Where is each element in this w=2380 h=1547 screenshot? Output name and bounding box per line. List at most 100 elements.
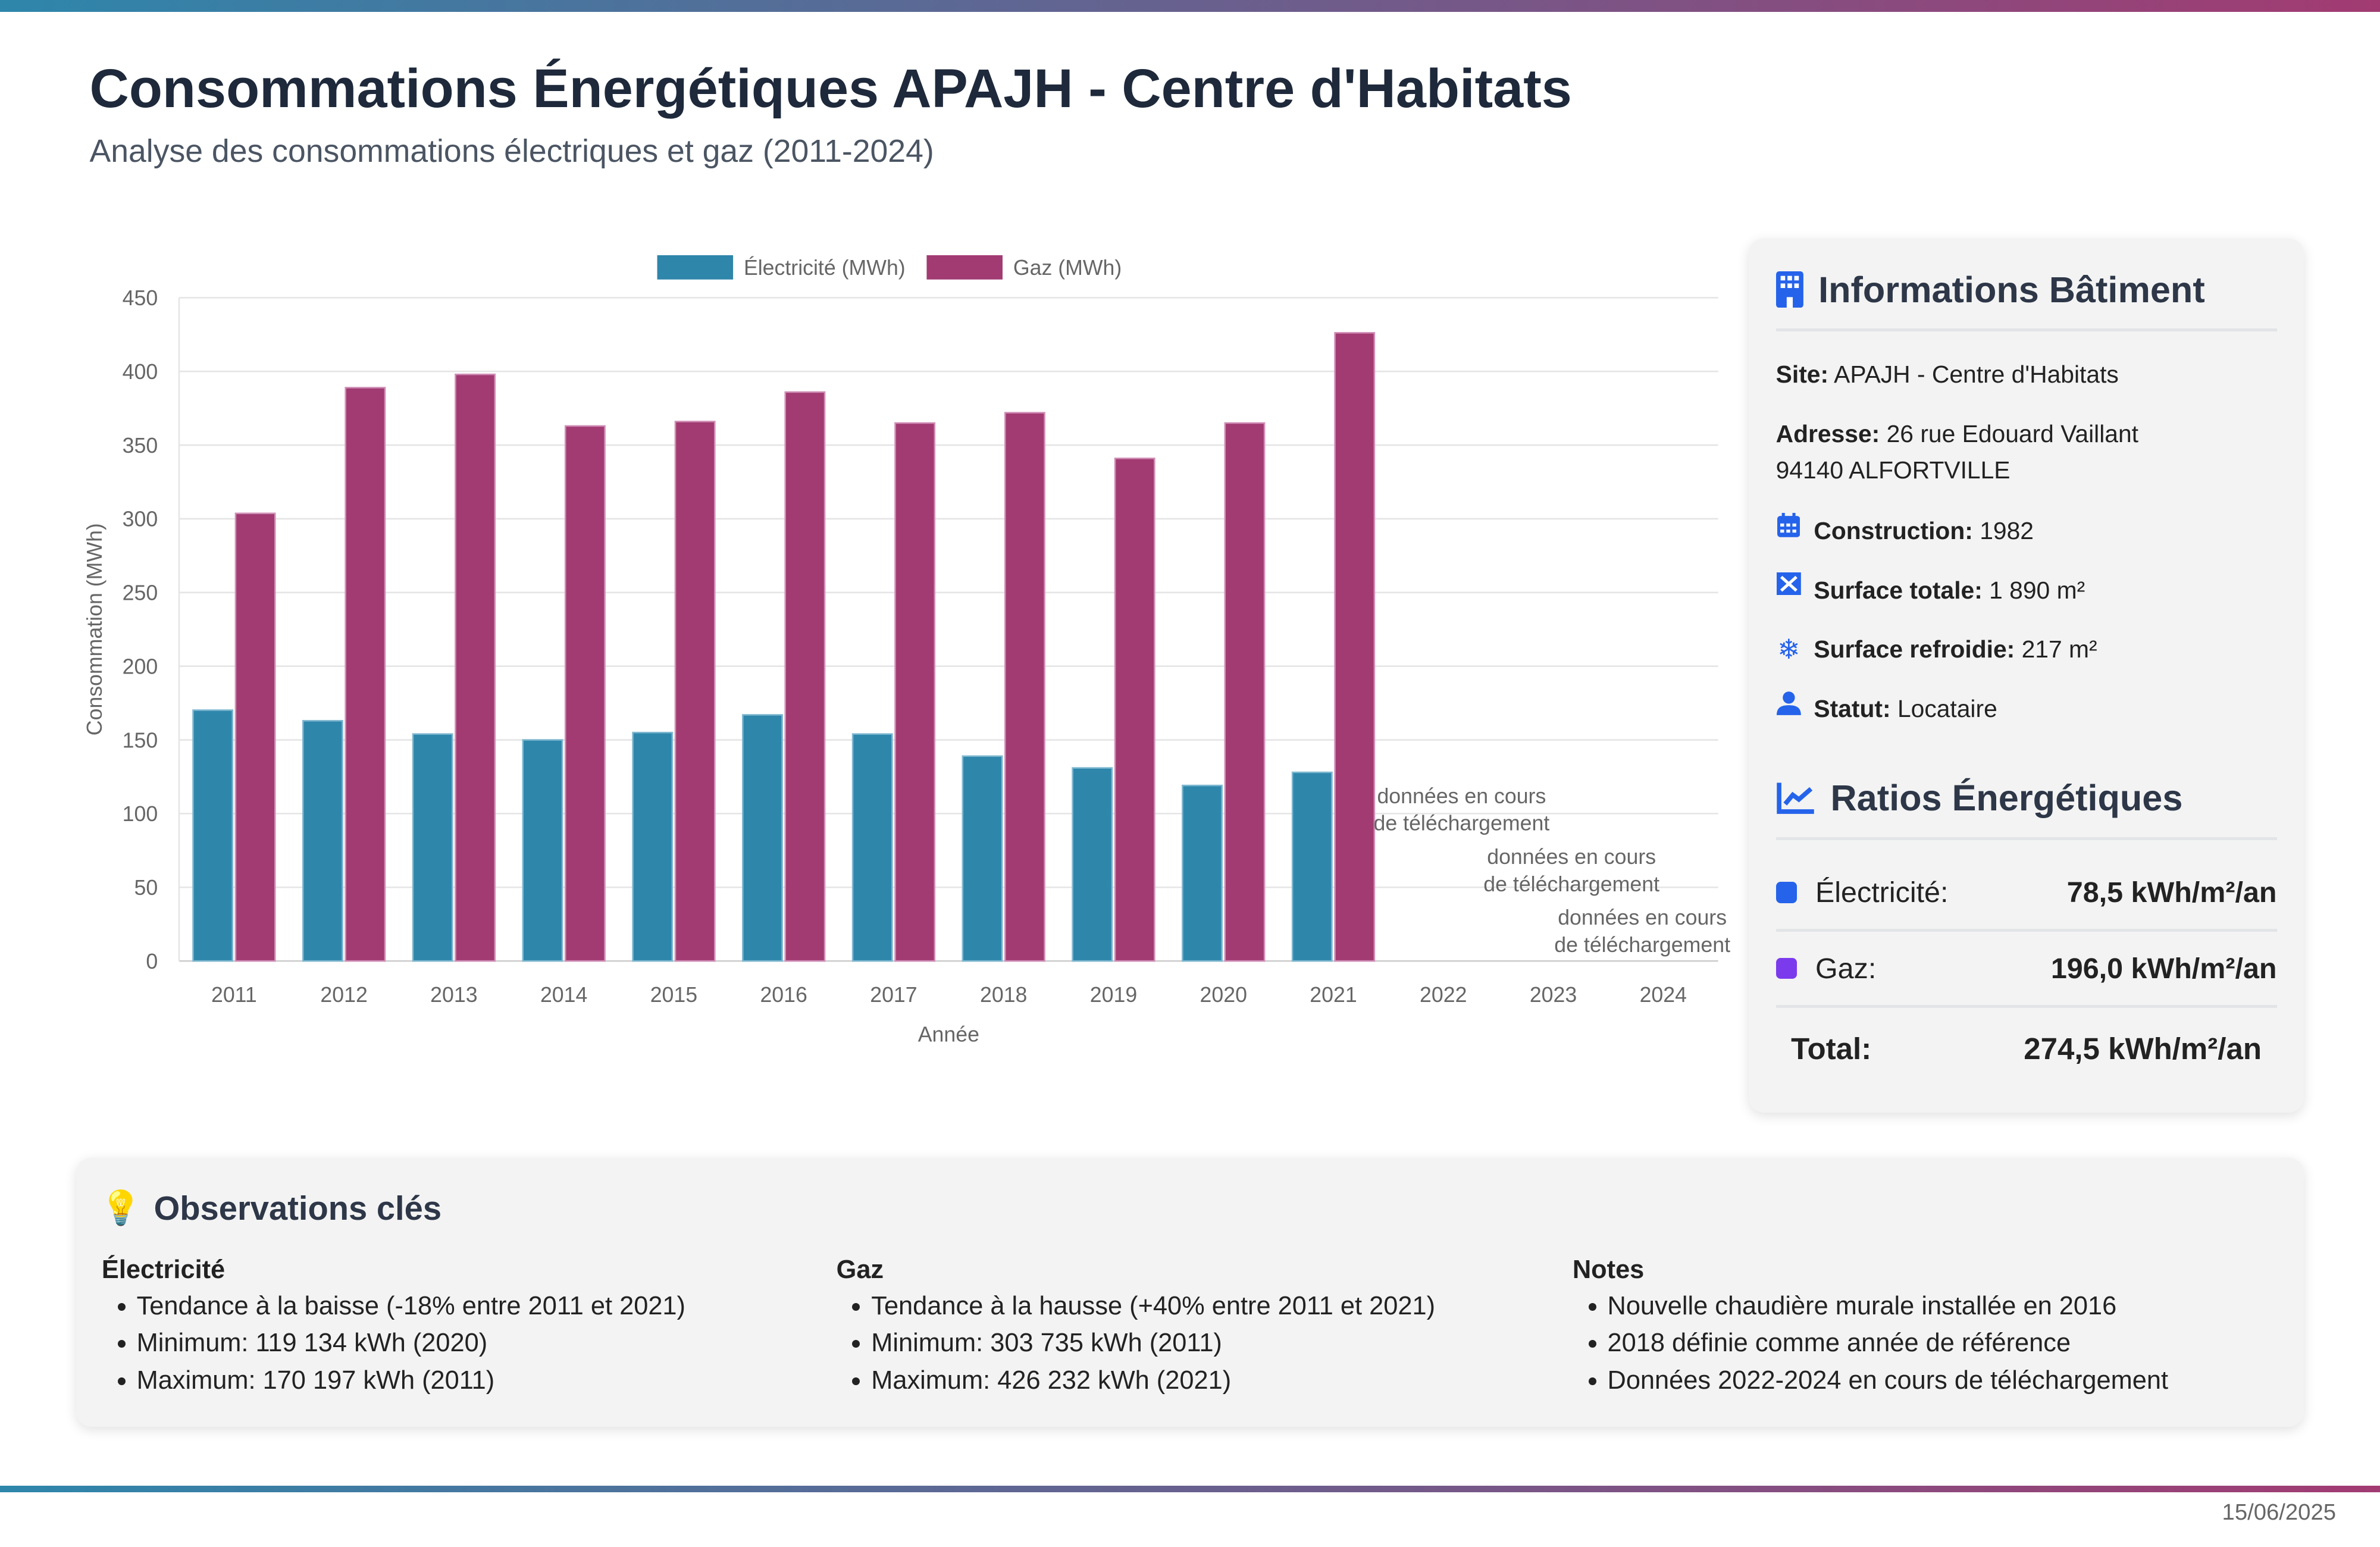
surface-row: Surface totale: 1 890 m² bbox=[1776, 572, 2277, 609]
pending-data-annotation: données en cours bbox=[1487, 845, 1656, 869]
bar-gas-2020 bbox=[1224, 422, 1266, 962]
column-title: Notes bbox=[1572, 1255, 1645, 1284]
y-tick-label: 50 bbox=[134, 876, 158, 900]
top-gradient-bar bbox=[0, 0, 2380, 12]
address-row: Adresse: 26 rue Edouard Vaillant 94140 AL… bbox=[1776, 416, 2277, 488]
status-label: Statut: bbox=[1814, 694, 1891, 722]
page-title: Consommations Énergétiques APAJH - Centr… bbox=[89, 58, 1572, 119]
x-tick-label: 2023 bbox=[1530, 983, 1577, 1007]
ratio-gas-value: 196,0 kWh/m²/an bbox=[2050, 952, 2277, 985]
cooled-surface-row: ❄ Surface refroidie: 217 m² bbox=[1776, 631, 2277, 668]
user-icon bbox=[1776, 691, 1802, 715]
y-tick-label: 400 bbox=[123, 360, 158, 384]
legend-label-gas: Gaz (MWh) bbox=[1013, 256, 1122, 280]
address-line2: 94140 ALFORTVILLE bbox=[1775, 456, 2011, 484]
ratio-total: Total: 274,5 kWh/m²/an bbox=[1776, 1013, 2277, 1085]
bar-electricity-2012 bbox=[302, 719, 343, 962]
ratio-gas-label: Gaz: bbox=[1815, 952, 1877, 985]
ratio-elec-value: 78,5 kWh/m²/an bbox=[2066, 876, 2277, 909]
bar-gas-2012 bbox=[345, 386, 386, 962]
address-line1: 26 rue Edouard Vaillant bbox=[1886, 419, 2138, 447]
expand-arrows-icon bbox=[1776, 572, 1802, 595]
list-item: Minimum: 303 735 kWh (2011) bbox=[871, 1324, 1504, 1362]
bar-electricity-2016 bbox=[742, 713, 783, 962]
y-tick-label: 350 bbox=[123, 433, 158, 457]
column-title: Électricité bbox=[101, 1255, 226, 1284]
building-info-panel: Informations Bâtiment Site: APAJH - Cent… bbox=[1748, 238, 2304, 1113]
surface-label: Surface totale: bbox=[1814, 576, 1983, 604]
list-item: Tendance à la baisse (-18% entre 2011 et… bbox=[137, 1288, 770, 1325]
info-heading: Informations Bâtiment bbox=[1775, 269, 2277, 332]
bar-gas-2021 bbox=[1334, 331, 1376, 962]
column-title: Gaz bbox=[836, 1255, 884, 1284]
lightbulb-icon: 💡 bbox=[100, 1189, 142, 1227]
construction-row: Construction: 1982 bbox=[1776, 513, 2277, 549]
x-tick-label: 2018 bbox=[980, 983, 1027, 1007]
x-tick-label: 2021 bbox=[1310, 983, 1357, 1007]
list-item: Données 2022-2024 en cours de télécharge… bbox=[1608, 1362, 2241, 1399]
y-tick-label: 0 bbox=[146, 950, 158, 973]
bar-electricity-2015 bbox=[632, 731, 674, 962]
x-tick-label: 2024 bbox=[1640, 983, 1687, 1007]
observations-panel: 💡 Observations clés Électricité Tendance… bbox=[76, 1158, 2304, 1427]
status-value: Locataire bbox=[1897, 694, 1997, 722]
ratio-elec-label: Électricité: bbox=[1815, 876, 1949, 909]
calendar-icon bbox=[1776, 513, 1802, 538]
x-tick-label: 2015 bbox=[650, 983, 697, 1007]
observations-title: Observations clés bbox=[154, 1189, 442, 1227]
bar-gas-2016 bbox=[784, 391, 826, 962]
observations-heading: 💡 Observations clés bbox=[100, 1188, 441, 1227]
bar-electricity-2019 bbox=[1072, 766, 1113, 962]
legend-swatch-electricity bbox=[657, 255, 734, 280]
site-value: APAJH - Centre d'Habitats bbox=[1834, 361, 2119, 389]
bar-gas-2018 bbox=[1004, 411, 1045, 962]
site-label: Site: bbox=[1775, 361, 1829, 389]
observations-notes: Notes Nouvelle chaudière murale installé… bbox=[1573, 1255, 2240, 1399]
list-item: Nouvelle chaudière murale installée en 2… bbox=[1608, 1288, 2241, 1325]
info-title: Informations Bâtiment bbox=[1818, 269, 2205, 310]
ratios-heading: Ratios Énergétiques bbox=[1775, 777, 2277, 840]
y-tick-label: 150 bbox=[123, 728, 158, 752]
x-tick-label: 2020 bbox=[1200, 983, 1247, 1007]
bottom-gradient-bar bbox=[0, 1486, 2380, 1492]
bar-gas-2011 bbox=[234, 512, 276, 962]
ratio-total-value: 274,5 kWh/m²/an bbox=[2024, 1032, 2262, 1066]
bar-electricity-2017 bbox=[851, 732, 893, 962]
ratios-title: Ratios Énergétiques bbox=[1830, 778, 2183, 819]
ratio-gas: Gaz: 196,0 kWh/m²/an bbox=[1775, 932, 2277, 1008]
bar-electricity-2021 bbox=[1291, 771, 1333, 962]
x-tick-label: 2017 bbox=[870, 983, 917, 1007]
status-row: Statut: Locataire bbox=[1776, 691, 2277, 727]
y-tick-label: 200 bbox=[123, 654, 158, 678]
x-tick-label: 2012 bbox=[320, 983, 367, 1007]
site-row: Site: APAJH - Centre d'Habitats bbox=[1776, 356, 2277, 393]
x-tick-label: 2022 bbox=[1420, 983, 1467, 1007]
legend-label-electricity: Électricité (MWh) bbox=[744, 256, 906, 280]
cooled-label: Surface refroidie: bbox=[1814, 635, 2015, 663]
x-tick-label: 2013 bbox=[430, 983, 477, 1007]
ratio-total-label: Total: bbox=[1791, 1032, 1872, 1066]
x-tick-label: 2019 bbox=[1090, 983, 1137, 1007]
bar-gas-2017 bbox=[894, 422, 936, 962]
observations-gas: Gaz Tendance à la hausse (+40% entre 201… bbox=[837, 1255, 1504, 1399]
construction-label: Construction: bbox=[1814, 517, 1973, 545]
list-item: 2018 définie comme année de référence bbox=[1608, 1324, 2241, 1362]
pending-data-annotation: de téléchargement bbox=[1483, 872, 1659, 895]
building-icon bbox=[1775, 271, 1803, 308]
x-tick-label: 2011 bbox=[211, 983, 257, 1007]
y-tick-label: 250 bbox=[123, 581, 158, 605]
pending-data-annotation: de téléchargement bbox=[1554, 932, 1730, 956]
bar-gas-2019 bbox=[1114, 457, 1155, 962]
surface-value: 1 890 m² bbox=[1989, 576, 2085, 604]
ratio-electricity: Électricité: 78,5 kWh/m²/an bbox=[1775, 856, 2277, 932]
bar-electricity-2013 bbox=[412, 732, 453, 962]
x-axis-title: Année bbox=[918, 1022, 979, 1046]
pending-data-annotation: données en cours bbox=[1558, 906, 1727, 929]
consumption-bar-chart: 0 50 100 150 200 250 300 350 400 450 2011 2012 2013 2… bbox=[83, 255, 1730, 1046]
electricity-swatch bbox=[1775, 882, 1797, 903]
bar-gas-2014 bbox=[564, 425, 606, 962]
line-chart-icon bbox=[1776, 782, 1814, 814]
snowflake-icon: ❄ bbox=[1777, 634, 1800, 665]
x-tick-label: 2014 bbox=[540, 983, 587, 1007]
